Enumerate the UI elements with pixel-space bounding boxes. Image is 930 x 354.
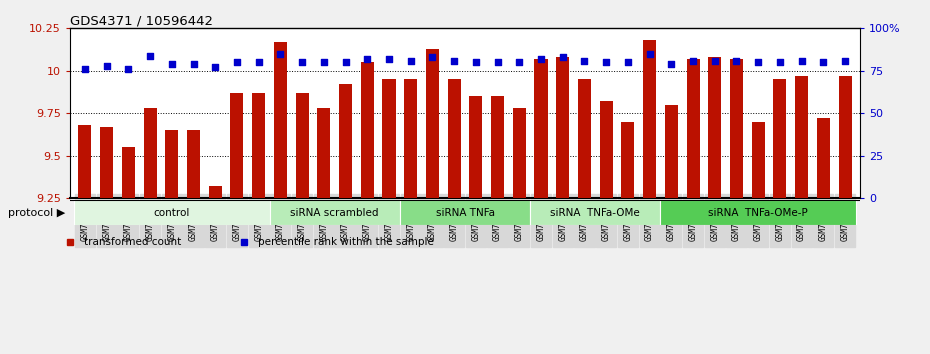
Point [642,51,657,57]
Bar [187,130,200,198]
Bar [817,118,830,198]
Bar [686,59,699,198]
Bar [426,49,439,198]
Text: siRNA  TNFa-OMe: siRNA TNFa-OMe [551,208,640,218]
Bar [122,147,135,198]
Point [838,58,853,63]
Text: GDS4371 / 10596442: GDS4371 / 10596442 [70,14,213,27]
Bar [491,96,504,198]
Bar [252,93,265,198]
Point [685,58,700,63]
Point [577,58,591,63]
Bar [839,76,852,198]
Point [620,59,635,65]
Bar [274,42,287,198]
Bar [143,108,156,198]
Bar [774,79,787,198]
Point [555,55,570,60]
Bar [447,79,460,198]
Bar [730,59,743,198]
Bar [795,76,808,198]
Point [121,66,136,72]
Point [207,64,222,70]
Point [729,58,744,63]
Point [360,56,375,62]
Bar [751,122,764,198]
Point [751,59,765,65]
Bar [317,108,330,198]
Text: transformed count: transformed count [84,238,181,247]
Point [446,58,461,63]
Point [251,59,266,65]
Bar [556,57,569,198]
Point [708,58,723,63]
Bar [270,200,400,225]
Bar [166,130,179,198]
Text: siRNA scrambled: siRNA scrambled [290,208,379,218]
Bar [361,62,374,198]
Point [100,63,114,69]
Point [664,61,679,67]
Point [490,59,505,65]
Bar [621,122,634,198]
Bar [339,84,352,198]
Point [816,59,830,65]
Point [230,59,245,65]
Bar [231,93,244,198]
Point [404,58,418,63]
Bar [512,108,525,198]
Point [186,61,201,67]
Text: percentile rank within the sample: percentile rank within the sample [258,238,433,247]
Bar [530,200,660,225]
Point [599,59,614,65]
Point [534,56,549,62]
Point [316,59,331,65]
Bar [660,200,856,225]
Text: protocol ▶: protocol ▶ [7,208,65,218]
Point [425,55,440,60]
Bar [535,59,548,198]
Bar [405,79,418,198]
Text: siRNA  TNFa-OMe-P: siRNA TNFa-OMe-P [709,208,808,218]
Point [295,59,310,65]
Bar [78,125,91,198]
Bar [643,40,656,198]
Point [142,53,157,58]
Point [381,56,396,62]
Text: siRNA TNFa: siRNA TNFa [435,208,495,218]
Bar [600,101,613,198]
Point [339,59,353,65]
Bar [578,79,591,198]
Bar [400,200,530,225]
Bar [470,96,483,198]
Point [469,59,484,65]
Text: control: control [153,208,190,218]
Bar [74,200,270,225]
Point [165,61,179,67]
Point [512,59,526,65]
Bar [296,93,309,198]
Point [773,59,788,65]
Bar [208,186,221,198]
Bar [665,105,678,198]
Bar [100,127,113,198]
Bar [709,57,722,198]
Point [794,58,809,63]
Point [273,51,288,57]
Bar [382,79,395,198]
Point [77,66,92,72]
